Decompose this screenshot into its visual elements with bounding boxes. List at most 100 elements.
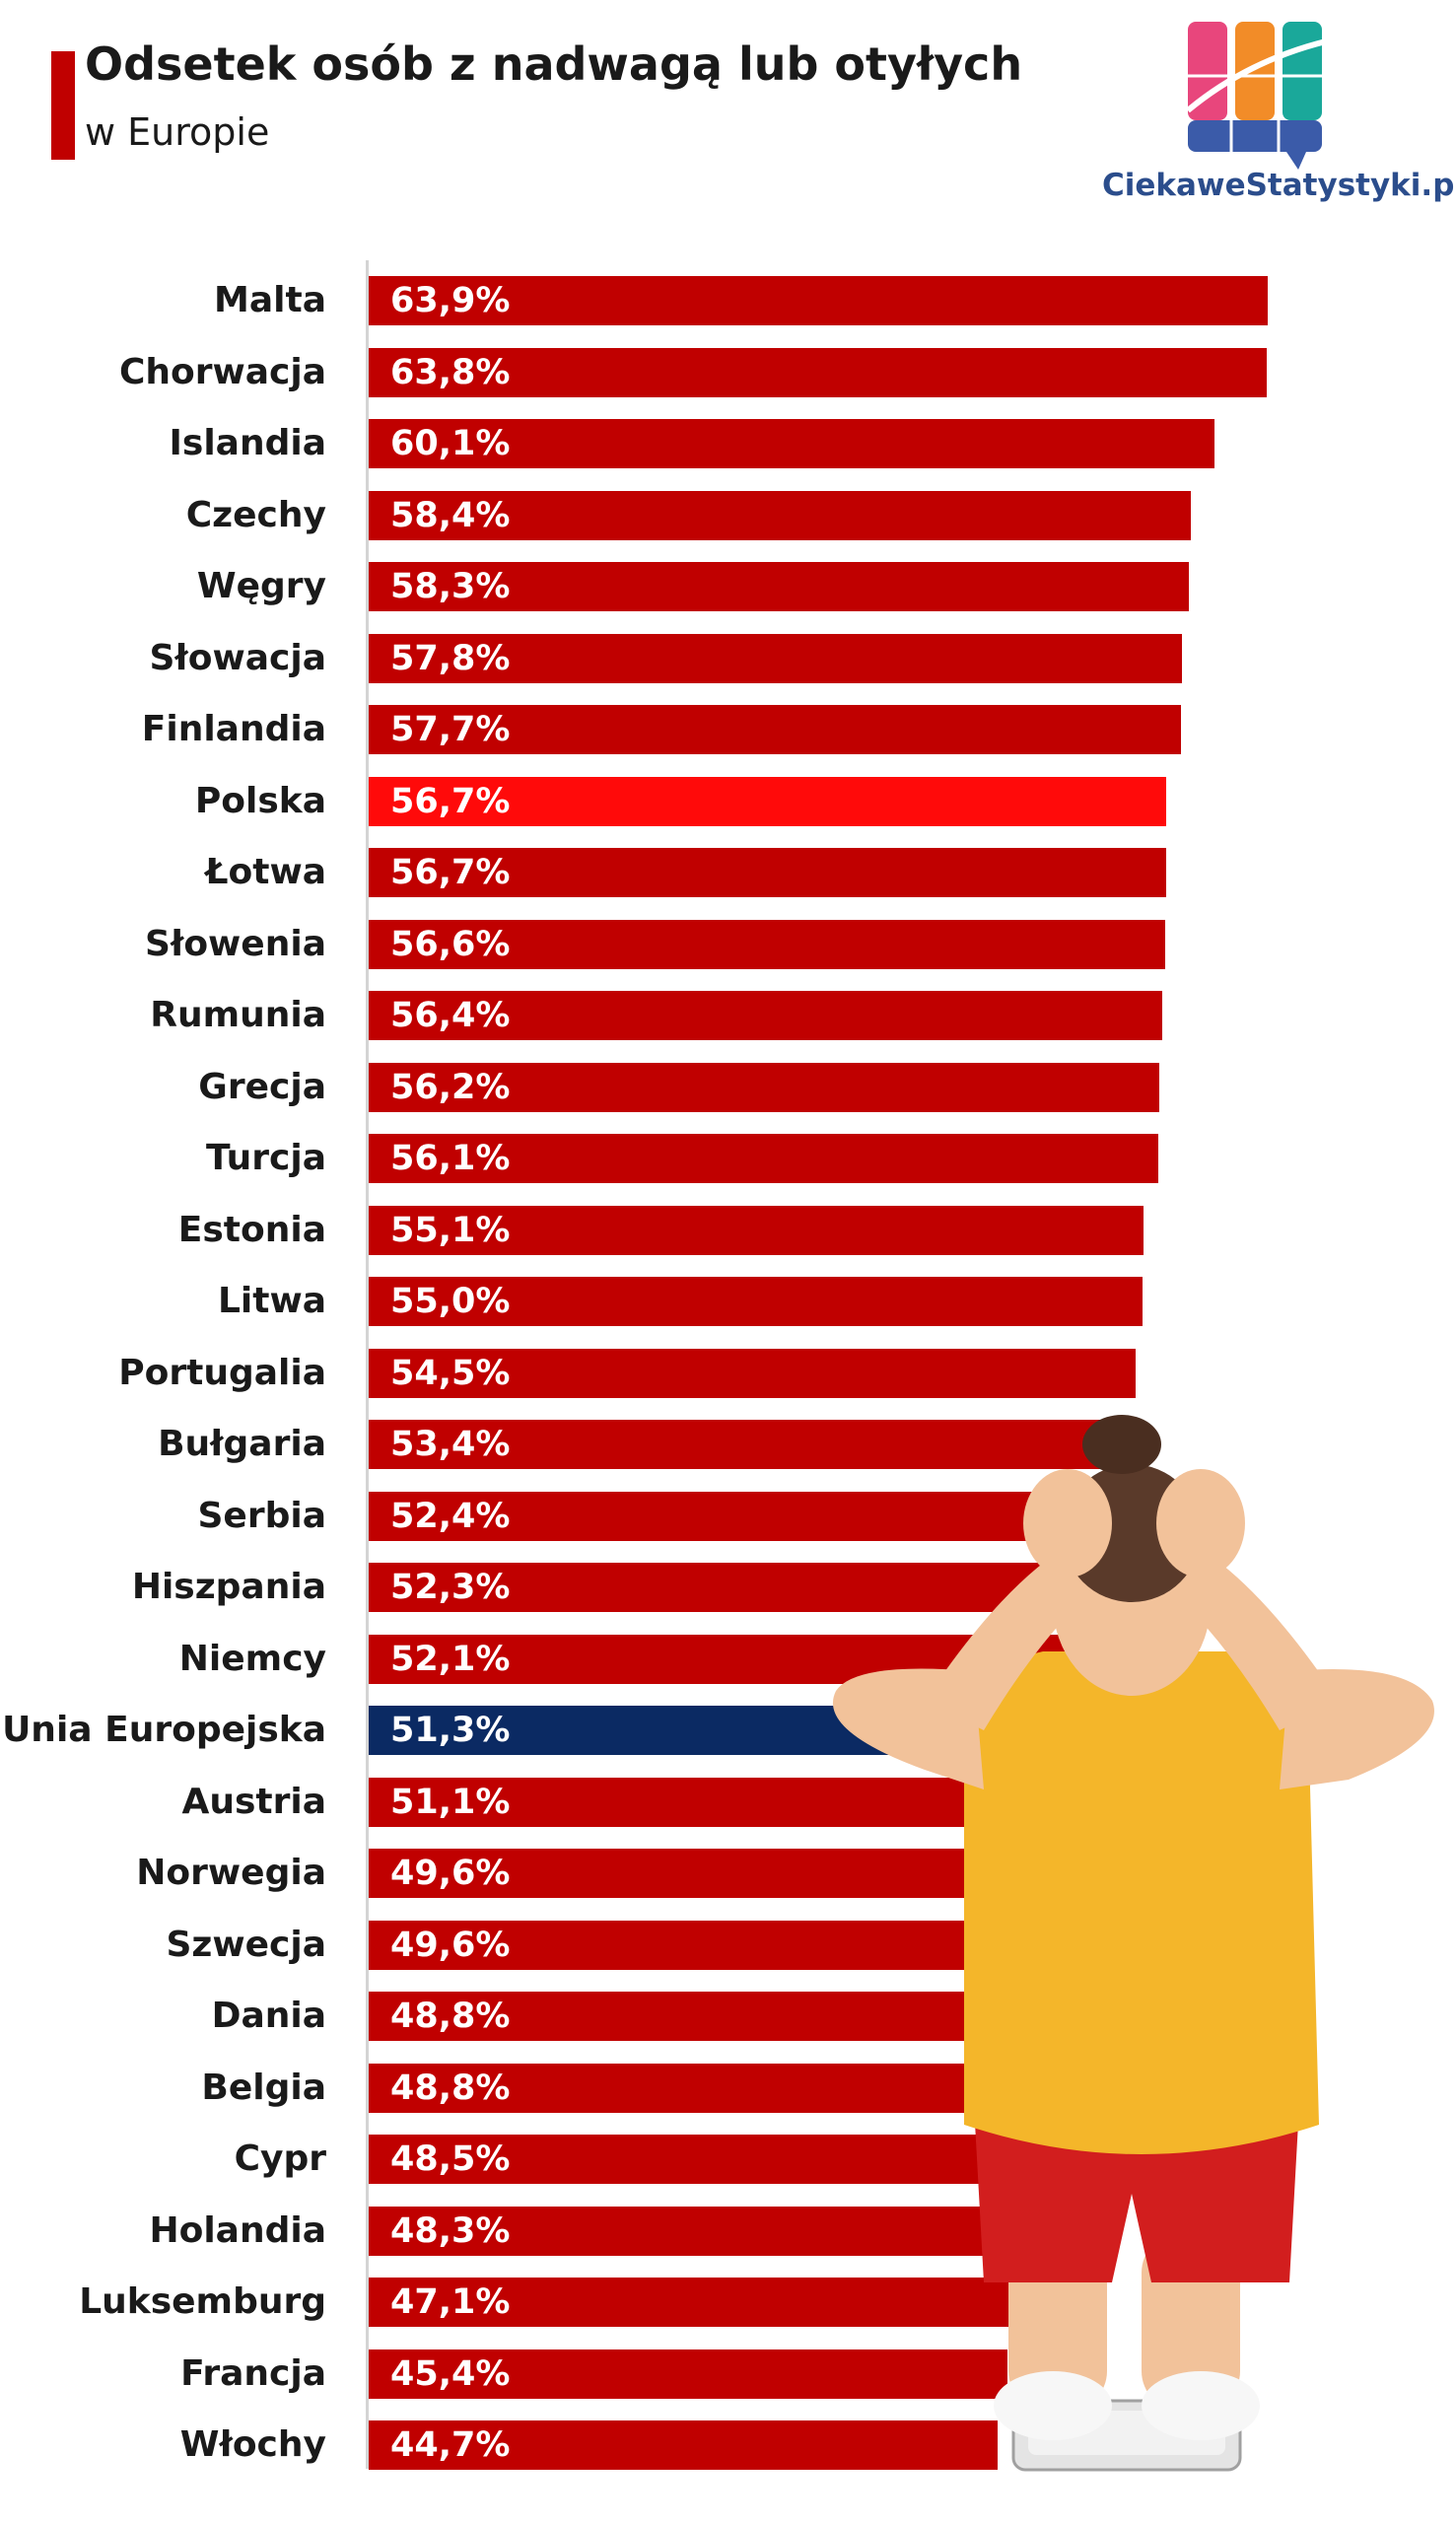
category-label: Portugalia bbox=[118, 1352, 326, 1393]
axis-line bbox=[366, 260, 369, 2469]
value-label: 58,3% bbox=[390, 567, 511, 606]
bar bbox=[369, 776, 1167, 826]
page-title: Odsetek osób z nadwagą lub otyłych bbox=[85, 37, 1023, 91]
value-label: 53,4% bbox=[390, 1425, 511, 1464]
category-label: Niemcy bbox=[178, 1638, 326, 1679]
value-label: 44,7% bbox=[390, 2425, 511, 2465]
category-label: Serbia bbox=[197, 1495, 327, 1536]
bar bbox=[369, 276, 1268, 325]
category-label: Francja bbox=[180, 2352, 326, 2394]
bar bbox=[369, 1420, 1121, 1469]
page-subtitle: w Europie bbox=[85, 110, 270, 154]
value-label: 51,1% bbox=[390, 1782, 511, 1822]
brand-logo-icon bbox=[1188, 22, 1327, 170]
value-label: 58,4% bbox=[390, 495, 511, 535]
category-label: Szwecja bbox=[166, 1924, 326, 1965]
value-label: 57,8% bbox=[390, 638, 511, 678]
category-label: Grecja bbox=[198, 1066, 326, 1107]
category-label: Cypr bbox=[234, 2138, 326, 2179]
category-label: Czechy bbox=[185, 494, 326, 535]
bar bbox=[369, 1205, 1144, 1255]
category-label: Holandia bbox=[149, 2209, 326, 2251]
logo-base bbox=[1188, 120, 1322, 152]
bar bbox=[369, 347, 1267, 397]
category-label: Belgia bbox=[201, 2067, 326, 2108]
value-label: 51,3% bbox=[390, 1711, 511, 1750]
bar bbox=[369, 1348, 1136, 1398]
value-label: 52,1% bbox=[390, 1639, 511, 1679]
logo-trend-line bbox=[1188, 38, 1327, 113]
value-label: 60,1% bbox=[390, 424, 511, 463]
category-label: Polska bbox=[194, 780, 326, 821]
category-label: Rumunia bbox=[150, 995, 326, 1035]
logo-speech-tail bbox=[1286, 152, 1306, 170]
bar bbox=[369, 848, 1167, 897]
value-label: 57,7% bbox=[390, 710, 511, 749]
category-label: Unia Europejska bbox=[2, 1710, 326, 1750]
category-label: Norwegia bbox=[136, 1853, 326, 1893]
value-label: 52,4% bbox=[390, 1496, 511, 1536]
bar bbox=[369, 2420, 998, 2470]
value-label: 55,0% bbox=[390, 1282, 511, 1321]
category-label: Estonia bbox=[177, 1209, 326, 1250]
bar bbox=[369, 991, 1162, 1040]
value-label: 56,7% bbox=[390, 853, 511, 892]
value-label: 56,6% bbox=[390, 924, 511, 964]
value-label: 47,1% bbox=[390, 2282, 511, 2322]
category-label: Malta bbox=[214, 280, 326, 320]
category-label: Bułgaria bbox=[158, 1424, 326, 1464]
bar bbox=[369, 2135, 1052, 2184]
bar bbox=[369, 633, 1182, 683]
category-label: Turcja bbox=[206, 1138, 326, 1178]
bar bbox=[369, 2206, 1049, 2256]
value-label: 63,9% bbox=[390, 281, 511, 320]
value-label: 52,3% bbox=[390, 1568, 511, 1607]
value-label: 63,8% bbox=[390, 352, 511, 392]
bar bbox=[369, 2349, 1007, 2399]
value-label: 54,5% bbox=[390, 1353, 511, 1393]
bar bbox=[369, 1920, 1067, 1970]
logo-bar-pink bbox=[1188, 22, 1227, 120]
value-label: 48,8% bbox=[390, 1997, 511, 2036]
value-label: 48,5% bbox=[390, 2139, 511, 2179]
category-label: Słowenia bbox=[145, 923, 326, 964]
bar bbox=[369, 1134, 1158, 1183]
category-label: Litwa bbox=[217, 1281, 326, 1321]
value-label: 49,6% bbox=[390, 1925, 511, 1965]
bar bbox=[369, 919, 1165, 969]
value-label: 55,1% bbox=[390, 1210, 511, 1250]
logo-bar-orange bbox=[1235, 22, 1275, 120]
category-label: Chorwacja bbox=[118, 351, 326, 392]
category-label: Islandia bbox=[169, 423, 327, 463]
bar bbox=[369, 705, 1181, 754]
bar bbox=[369, 1849, 1067, 1898]
bar bbox=[369, 490, 1191, 540]
value-label: 56,1% bbox=[390, 1139, 511, 1178]
bar bbox=[369, 1491, 1106, 1541]
bar bbox=[369, 419, 1214, 468]
value-label: 48,8% bbox=[390, 2068, 511, 2108]
bar bbox=[369, 1062, 1160, 1112]
title-accent-bar bbox=[51, 51, 75, 160]
category-label: Dania bbox=[211, 1996, 326, 2036]
value-label: 56,7% bbox=[390, 781, 511, 821]
bar bbox=[369, 2063, 1056, 2113]
category-label: Słowacja bbox=[149, 637, 326, 678]
bar bbox=[369, 1563, 1105, 1612]
category-label: Włochy bbox=[179, 2424, 326, 2465]
value-label: 56,4% bbox=[390, 996, 511, 1035]
value-label: 45,4% bbox=[390, 2353, 511, 2394]
category-label: Austria bbox=[181, 1781, 326, 1822]
value-label: 56,2% bbox=[390, 1067, 511, 1107]
category-label: Hiszpania bbox=[131, 1567, 326, 1607]
category-label: Luksemburg bbox=[79, 2281, 326, 2322]
bar bbox=[369, 1992, 1056, 2041]
category-label: Finlandia bbox=[141, 709, 326, 749]
overweight-woman-on-scale-photo bbox=[832, 1415, 1434, 2472]
value-label: 49,6% bbox=[390, 1854, 511, 1893]
category-label: Łotwa bbox=[205, 852, 326, 892]
category-label: Węgry bbox=[196, 566, 326, 606]
value-label: 48,3% bbox=[390, 2210, 511, 2251]
bar bbox=[369, 1277, 1143, 1326]
